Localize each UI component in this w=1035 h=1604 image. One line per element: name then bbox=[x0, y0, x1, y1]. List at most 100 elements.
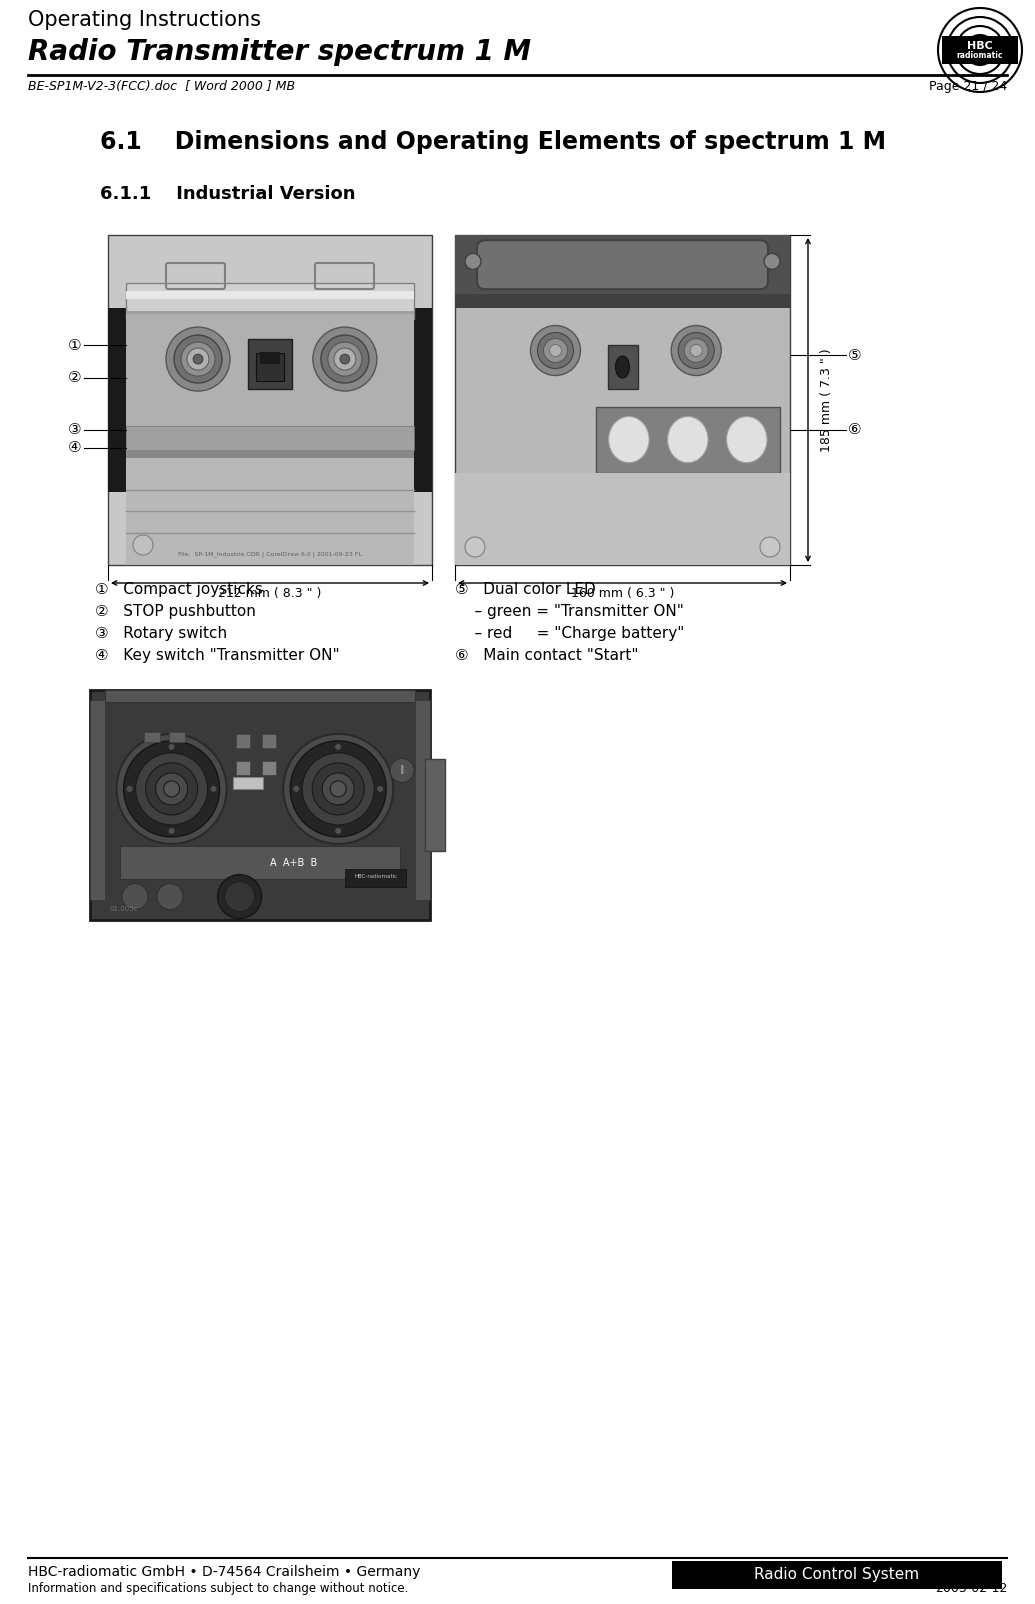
Text: radiomatic: radiomatic bbox=[956, 51, 1003, 61]
Text: HBC-radiomatic GmbH • D-74564 Crailsheim • Germany: HBC-radiomatic GmbH • D-74564 Crailsheim… bbox=[28, 1566, 420, 1578]
Bar bbox=[260, 353, 280, 364]
Circle shape bbox=[225, 882, 255, 911]
Text: Radio Control System: Radio Control System bbox=[755, 1567, 919, 1583]
Circle shape bbox=[313, 327, 377, 391]
Circle shape bbox=[321, 335, 368, 383]
Circle shape bbox=[390, 759, 414, 783]
Circle shape bbox=[187, 348, 209, 371]
Bar bbox=[108, 236, 432, 565]
Circle shape bbox=[166, 327, 230, 391]
Circle shape bbox=[334, 348, 356, 371]
Circle shape bbox=[126, 786, 132, 792]
Circle shape bbox=[550, 345, 562, 356]
Text: HBC: HBC bbox=[967, 42, 993, 51]
Text: 2003-02-12: 2003-02-12 bbox=[935, 1582, 1007, 1594]
Circle shape bbox=[123, 741, 219, 837]
Circle shape bbox=[217, 874, 262, 919]
Bar bbox=[942, 35, 1018, 64]
Bar bbox=[455, 295, 790, 308]
Circle shape bbox=[157, 884, 183, 909]
Circle shape bbox=[335, 828, 342, 834]
Circle shape bbox=[293, 786, 299, 792]
Bar bbox=[455, 236, 790, 565]
Circle shape bbox=[678, 332, 714, 369]
Text: 6.1    Dimensions and Operating Elements of spectrum 1 M: 6.1 Dimensions and Operating Elements of… bbox=[100, 130, 886, 154]
Bar bbox=[414, 308, 432, 492]
Text: ⑥: ⑥ bbox=[849, 422, 862, 438]
Circle shape bbox=[543, 338, 567, 363]
Text: ①: ① bbox=[68, 337, 82, 353]
Ellipse shape bbox=[668, 417, 708, 462]
Ellipse shape bbox=[609, 417, 649, 462]
Text: 01.005c: 01.005c bbox=[110, 906, 139, 913]
Text: BE-SP1M-V2-3(FCC).doc  [ Word 2000 ] MB: BE-SP1M-V2-3(FCC).doc [ Word 2000 ] MB bbox=[28, 80, 295, 93]
Bar bbox=[105, 690, 415, 703]
Circle shape bbox=[136, 752, 208, 824]
Circle shape bbox=[537, 332, 573, 369]
Text: – red     = "Charge battery": – red = "Charge battery" bbox=[455, 626, 684, 642]
Circle shape bbox=[284, 735, 393, 844]
Circle shape bbox=[193, 354, 203, 364]
Bar bbox=[596, 406, 780, 473]
Circle shape bbox=[684, 338, 708, 363]
Text: ②: ② bbox=[68, 371, 82, 385]
Bar bbox=[455, 473, 790, 565]
Circle shape bbox=[465, 537, 485, 557]
Text: Information and specifications subject to change without notice.: Information and specifications subject t… bbox=[28, 1582, 409, 1594]
Bar bbox=[425, 759, 445, 852]
Circle shape bbox=[302, 752, 375, 824]
Circle shape bbox=[181, 342, 215, 375]
Text: 212 mm ( 8.3 " ): 212 mm ( 8.3 " ) bbox=[218, 587, 322, 600]
Circle shape bbox=[174, 335, 221, 383]
Circle shape bbox=[164, 781, 180, 797]
Circle shape bbox=[672, 326, 721, 375]
Bar bbox=[120, 847, 400, 879]
FancyBboxPatch shape bbox=[477, 241, 768, 289]
Circle shape bbox=[169, 828, 175, 834]
Text: ②   STOP pushbutton: ② STOP pushbutton bbox=[95, 605, 256, 619]
Bar bbox=[455, 236, 790, 295]
Text: ⑤   Dual color LED: ⑤ Dual color LED bbox=[455, 582, 596, 597]
Text: HBC-radiomatic: HBC-radiomatic bbox=[354, 874, 397, 879]
Circle shape bbox=[169, 744, 175, 751]
Circle shape bbox=[210, 786, 216, 792]
Text: I: I bbox=[400, 764, 405, 776]
Bar bbox=[126, 311, 414, 319]
Text: ④   Key switch "Transmitter ON": ④ Key switch "Transmitter ON" bbox=[95, 648, 339, 662]
Bar bbox=[126, 319, 414, 335]
Circle shape bbox=[322, 773, 354, 805]
Text: ⑥   Main contact "Start": ⑥ Main contact "Start" bbox=[455, 648, 639, 662]
Text: ⑤: ⑤ bbox=[849, 348, 862, 363]
Circle shape bbox=[155, 773, 187, 805]
Text: ③: ③ bbox=[68, 422, 82, 438]
Text: Operating Instructions: Operating Instructions bbox=[28, 10, 261, 30]
Text: ④: ④ bbox=[68, 441, 82, 456]
Bar bbox=[144, 731, 159, 743]
Circle shape bbox=[313, 764, 364, 815]
Text: Radio Transmitter spectrum 1 M: Radio Transmitter spectrum 1 M bbox=[28, 38, 531, 66]
Circle shape bbox=[339, 354, 350, 364]
Circle shape bbox=[760, 537, 780, 557]
Text: 160 mm ( 6.3 " ): 160 mm ( 6.3 " ) bbox=[571, 587, 674, 600]
Circle shape bbox=[377, 786, 383, 792]
Bar bbox=[126, 449, 414, 457]
Circle shape bbox=[690, 345, 702, 356]
Bar bbox=[262, 733, 276, 747]
Bar bbox=[126, 314, 414, 427]
Bar bbox=[236, 733, 250, 747]
Bar bbox=[248, 338, 292, 390]
Bar bbox=[90, 690, 430, 921]
Circle shape bbox=[764, 253, 780, 269]
Bar bbox=[169, 731, 184, 743]
Circle shape bbox=[146, 764, 198, 815]
Text: 6.1.1    Industrial Version: 6.1.1 Industrial Version bbox=[100, 184, 355, 204]
Text: File:  SP-1M_Industrie.CDR | CorelDraw 6.0 | 2001-09-23 FL: File: SP-1M_Industrie.CDR | CorelDraw 6.… bbox=[178, 552, 362, 557]
Bar bbox=[262, 762, 276, 775]
Bar bbox=[108, 308, 126, 492]
Ellipse shape bbox=[727, 417, 767, 462]
Circle shape bbox=[335, 744, 342, 751]
Circle shape bbox=[465, 253, 481, 269]
Text: – green = "Transmitter ON": – green = "Transmitter ON" bbox=[455, 605, 684, 619]
Circle shape bbox=[117, 735, 227, 844]
Bar bbox=[126, 457, 414, 565]
